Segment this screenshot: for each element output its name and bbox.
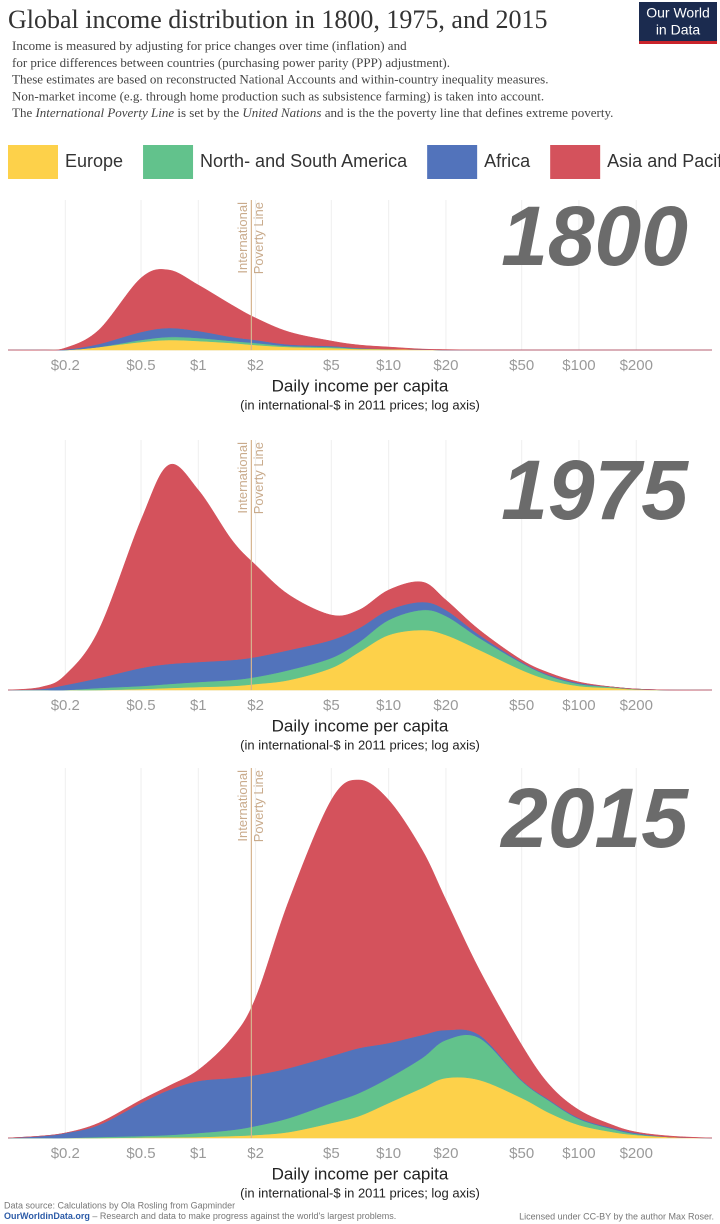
x-tick-label: $10 bbox=[376, 357, 401, 374]
site: OurWorldinData.org bbox=[4, 1211, 90, 1221]
x-axis-sublabel: (in international-$ in 2011 prices; log … bbox=[240, 737, 480, 752]
subtitle-line: Income is measured by adjusting for pric… bbox=[12, 38, 407, 53]
chart: $0.2 $0.5 $1 $2 $5 $10 $20 $50 $100 $200 1800 Inter… bbox=[7, 189, 712, 412]
x-tick-label: $200 bbox=[620, 697, 653, 714]
x-axis-label: Daily income per capita bbox=[272, 716, 449, 735]
x-tick-label: $0.2 bbox=[51, 357, 80, 374]
year-label: 1800 bbox=[501, 189, 688, 283]
subtitle-line: for price differences between countries … bbox=[12, 55, 450, 70]
x-axis-label: Daily income per capita bbox=[272, 376, 449, 395]
title: Global income distribution in 1800, 1975… bbox=[8, 5, 547, 34]
chart: $0.2 $0.5 $1 $2 $5 $10 $20 $50 $100 $200 2015 Inter… bbox=[7, 768, 713, 1200]
legend-swatch bbox=[427, 145, 478, 179]
x-tick-label: $10 bbox=[376, 1145, 401, 1162]
subtitle-line: Non-market income (e.g. through home pro… bbox=[12, 88, 544, 103]
logo-text: Our World bbox=[646, 5, 710, 21]
x-tick-label: $1 bbox=[190, 1145, 207, 1162]
poverty-line-label: International bbox=[235, 202, 250, 274]
x-axis-label: Daily income per capita bbox=[272, 1164, 449, 1183]
x-tick-label: $2 bbox=[247, 1145, 264, 1162]
subtitle: Income is measured by adjusting for pric… bbox=[12, 38, 613, 120]
subtitle-segment: United Nations bbox=[242, 105, 321, 120]
x-axis-sublabel: (in international-$ in 2011 prices; log … bbox=[240, 1185, 480, 1200]
license: Licensed under CC-BY by the author Max R… bbox=[519, 1211, 714, 1221]
legend-label: Europe bbox=[65, 151, 123, 171]
area bbox=[7, 779, 713, 1139]
x-tick-label: $2 bbox=[247, 697, 264, 714]
area bbox=[7, 463, 713, 691]
footer-line: OurWorldinData.org – Research and data t… bbox=[4, 1211, 396, 1221]
x-tick-label: $100 bbox=[562, 697, 595, 714]
x-tick-label: $100 bbox=[562, 1145, 595, 1162]
x-tick-label: $1 bbox=[190, 697, 207, 714]
x-tick-label: $50 bbox=[509, 357, 534, 374]
legend-swatch bbox=[550, 145, 601, 179]
x-tick-label: $20 bbox=[433, 357, 458, 374]
source: Data source: Calculations by Ola Rosling… bbox=[4, 1200, 235, 1210]
x-tick-label: $5 bbox=[323, 357, 340, 374]
x-tick-label: $200 bbox=[620, 1145, 653, 1162]
poverty-line-label: Poverty Line bbox=[251, 442, 266, 514]
legend-swatch bbox=[8, 145, 58, 179]
x-tick-label: $5 bbox=[323, 1145, 340, 1162]
subtitle-segment: and is the the poverty line that defines… bbox=[321, 105, 613, 120]
logo-bar bbox=[639, 41, 717, 44]
x-tick-label: $0.5 bbox=[126, 1145, 155, 1162]
subtitle-segment: is set by the bbox=[174, 105, 242, 120]
poverty-line-label: Poverty Line bbox=[251, 202, 266, 274]
subtitle-segment: International Poverty Line bbox=[34, 105, 174, 120]
x-tick-label: $20 bbox=[433, 697, 458, 714]
x-tick-label: $0.2 bbox=[51, 697, 80, 714]
subtitle-line: These estimates are based on reconstruct… bbox=[12, 72, 548, 87]
x-tick-label: $100 bbox=[562, 357, 595, 374]
logo-text: in Data bbox=[656, 22, 701, 38]
logo: Our World in Data bbox=[639, 2, 717, 44]
poverty-line-label: Poverty Line bbox=[251, 770, 266, 842]
legend-label: Africa bbox=[484, 151, 531, 171]
year-label: 1975 bbox=[501, 443, 689, 537]
poverty-line-label: International bbox=[235, 442, 250, 514]
year-label: 2015 bbox=[499, 771, 689, 865]
x-tick-label: $20 bbox=[433, 1145, 458, 1162]
x-tick-label: $200 bbox=[620, 357, 653, 374]
x-tick-label: $0.5 bbox=[126, 697, 155, 714]
legend: Europe North- and South America Africa Asia… bbox=[8, 145, 720, 179]
logo-box bbox=[639, 2, 717, 44]
x-tick-label: $50 bbox=[509, 1145, 534, 1162]
charts: $0.2 $0.5 $1 $2 $5 $10 $20 $50 $100 $200 1800 Inter… bbox=[7, 189, 713, 1200]
x-tick-label: $0.2 bbox=[51, 1145, 80, 1162]
chart: $0.2 $0.5 $1 $2 $5 $10 $20 $50 $100 $200 1975 Inter… bbox=[7, 440, 713, 752]
x-tick-label: $5 bbox=[323, 697, 340, 714]
legend-label: North- and South America bbox=[200, 151, 408, 171]
x-tick-label: $1 bbox=[190, 357, 207, 374]
x-tick-label: $10 bbox=[376, 697, 401, 714]
subtitle-line: The International Poverty Line is set by… bbox=[12, 105, 613, 120]
x-tick-label: $0.5 bbox=[126, 357, 155, 374]
x-tick-label: $50 bbox=[509, 697, 534, 714]
x-axis-sublabel: (in international-$ in 2011 prices; log … bbox=[240, 397, 480, 412]
tagline: – Research and data to make progress aga… bbox=[90, 1211, 396, 1221]
poverty-line-label: International bbox=[235, 770, 250, 842]
x-tick-label: $2 bbox=[247, 357, 264, 374]
legend-label: Asia and Pacific bbox=[607, 151, 720, 171]
subtitle-segment: The bbox=[12, 105, 35, 120]
legend-swatch bbox=[143, 145, 194, 179]
area bbox=[7, 269, 712, 351]
